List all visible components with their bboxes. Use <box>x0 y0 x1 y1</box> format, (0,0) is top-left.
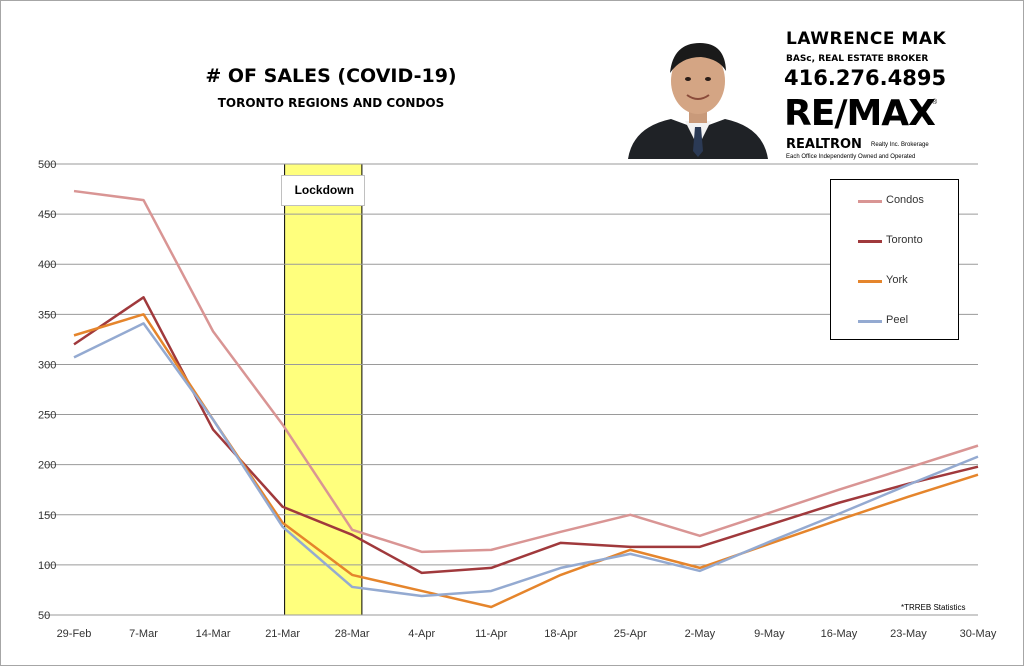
y-tick-label: 200 <box>38 460 56 472</box>
legend-swatch <box>858 280 882 283</box>
legend-label: Condos <box>886 194 924 206</box>
x-tick-label: 14-Mar <box>196 628 231 640</box>
y-tick-label: 150 <box>38 510 56 522</box>
legend-label: York <box>886 274 908 286</box>
x-tick-label: 18-Apr <box>544 628 577 640</box>
x-tick-label: 4-Apr <box>408 628 435 640</box>
gridlines <box>44 163 978 616</box>
x-tick-label: 28-Mar <box>335 628 370 640</box>
lockdown-annotation: Lockdown <box>281 175 366 206</box>
x-tick-label: 7-Mar <box>129 628 158 640</box>
agent-card: LAWRENCE MAK BASc, REAL ESTATE BROKER 41… <box>601 9 961 161</box>
agent-role: BASc, REAL ESTATE BROKER <box>786 54 929 64</box>
source-note: *TRREB Statistics <box>901 603 966 612</box>
y-tick-label: 350 <box>38 309 56 321</box>
legend-label: Toronto <box>886 234 923 246</box>
lockdown-shaded-region <box>284 163 363 616</box>
series-line-condos <box>73 189 979 554</box>
brokerage-realty: Realty Inc. Brokerage <box>871 142 929 148</box>
x-tick-label: 21-Mar <box>265 628 300 640</box>
chart-subtitle: TORONTO REGIONS AND CONDOS <box>217 96 445 110</box>
x-tick-label: 9-May <box>754 628 785 640</box>
y-tick-label: 100 <box>38 560 56 572</box>
y-tick-label: 300 <box>38 359 56 371</box>
y-axis-ticks: 50 100 150 200 250 300 350 400 450 500 <box>38 159 56 622</box>
legend-label: Peel <box>886 314 909 326</box>
agent-name: LAWRENCE MAK <box>786 29 947 49</box>
lockdown-label: Lockdown <box>294 183 354 197</box>
x-tick-label: 25-Apr <box>614 628 647 640</box>
x-tick-label: 29-Feb <box>57 628 92 640</box>
x-tick-label: 30-May <box>960 628 997 640</box>
agent-photo <box>628 43 768 159</box>
legend-swatch <box>858 240 882 243</box>
registered-mark: ® <box>932 99 938 106</box>
agent-phone: 416.276.4895 <box>784 66 947 90</box>
chart-legend: Condos Toronto York Peel <box>830 179 959 340</box>
x-tick-label: 11-Apr <box>475 628 508 640</box>
brokerage-note: Each Office Independently Owned and Oper… <box>786 154 916 160</box>
y-tick-label: 250 <box>38 410 56 422</box>
legend-swatch <box>858 200 882 203</box>
chart-title: # OF SALES (COVID-19) <box>205 65 457 87</box>
x-axis-ticks: 29-Feb 7-Mar 14-Mar 21-Mar 28-Mar 4-Apr 11-Apr… <box>57 628 997 640</box>
y-tick-label: 450 <box>38 209 56 221</box>
x-tick-label: 16-May <box>821 628 858 640</box>
legend-swatch <box>858 320 882 323</box>
y-tick-label: 50 <box>38 610 50 622</box>
y-tick-label: 500 <box>38 159 56 171</box>
series-line-toronto <box>73 296 979 575</box>
series-lines <box>73 189 979 609</box>
series-line-peel <box>73 322 979 598</box>
series-line-york <box>73 313 979 609</box>
y-tick-label: 400 <box>38 259 56 271</box>
x-tick-label: 23-May <box>890 628 927 640</box>
x-tick-label: 2-May <box>685 628 716 640</box>
brokerage-name: REALTRON <box>786 137 862 152</box>
remax-logo: RE/MAX <box>784 93 936 134</box>
